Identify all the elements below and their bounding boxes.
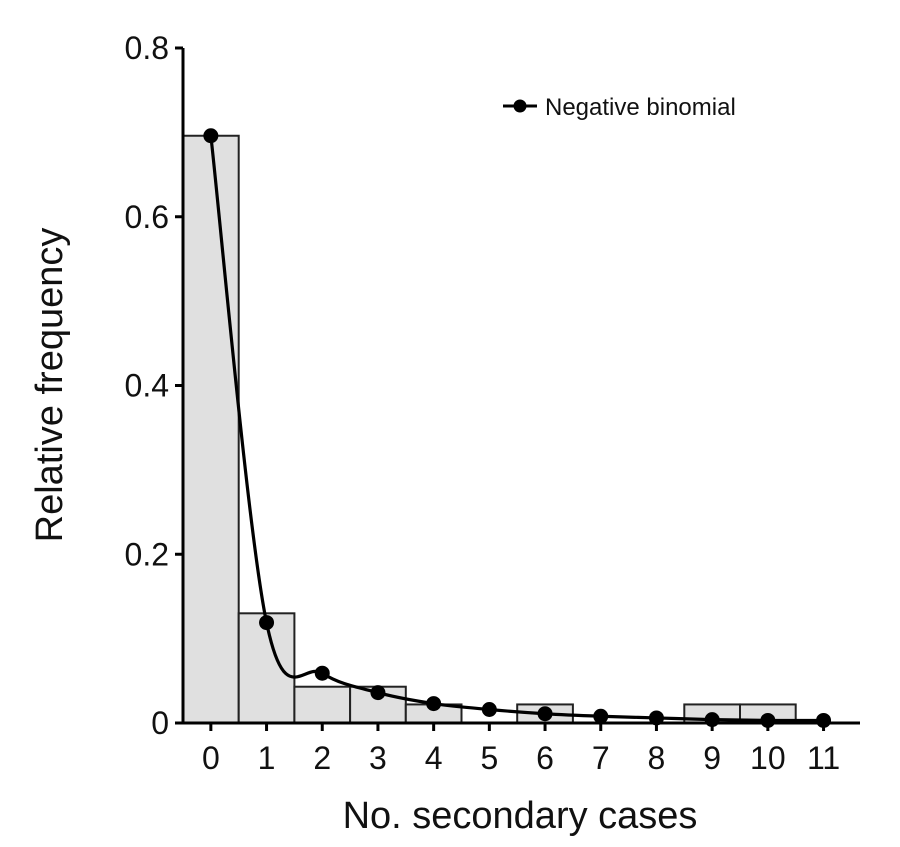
x-tick-label-1: 1 xyxy=(258,740,276,776)
bar-0 xyxy=(182,134,240,724)
x-tick-label-4: 4 xyxy=(425,740,443,776)
x-tick-label-10: 10 xyxy=(750,740,786,776)
y-axis-title: Relative frequency xyxy=(29,228,71,543)
x-tick-label-5: 5 xyxy=(480,740,498,776)
x-tick-label-2: 2 xyxy=(313,740,331,776)
legend: Negative binomial xyxy=(503,94,736,121)
x-tick-label-3: 3 xyxy=(369,740,387,776)
nb-point-0 xyxy=(203,128,219,144)
x-axis-title: No. secondary cases xyxy=(343,795,698,837)
y-tick-label-2: 0.4 xyxy=(125,368,169,404)
y-tick-label-3: 0.6 xyxy=(125,199,169,235)
x-tick-label-6: 6 xyxy=(536,740,554,776)
nb-point-3 xyxy=(370,685,386,701)
nb-point-1 xyxy=(259,615,275,631)
ticks-layer: 0 0.2 0.4 0.6 0.8 0 1 2 3 4 5 6 7 8 9 10 11 xyxy=(125,30,841,776)
legend-label-negative-binomial: Negative binomial xyxy=(545,94,736,121)
nb-point-4 xyxy=(426,696,442,712)
x-tick-label-11: 11 xyxy=(807,740,840,776)
bar-1 xyxy=(237,612,296,724)
x-tick-label-7: 7 xyxy=(592,740,610,776)
legend-marker-swatch xyxy=(513,99,527,113)
nb-point-2 xyxy=(314,665,330,681)
y-tick-label-4: 0.8 xyxy=(125,30,169,66)
x-tick-label-8: 8 xyxy=(648,740,666,776)
negative-binomial-curve xyxy=(209,135,824,723)
bar-2 xyxy=(293,685,352,724)
x-tick-label-0: 0 xyxy=(202,740,220,776)
curve-layer xyxy=(203,128,832,728)
nb-point-6 xyxy=(537,706,553,722)
nb-point-7 xyxy=(593,708,609,724)
x-tick-label-9: 9 xyxy=(703,740,721,776)
y-tick-label-0: 0 xyxy=(151,705,169,741)
bars-layer xyxy=(182,134,797,724)
nb-point-5 xyxy=(481,702,497,717)
y-tick-label-1: 0.2 xyxy=(125,536,169,572)
